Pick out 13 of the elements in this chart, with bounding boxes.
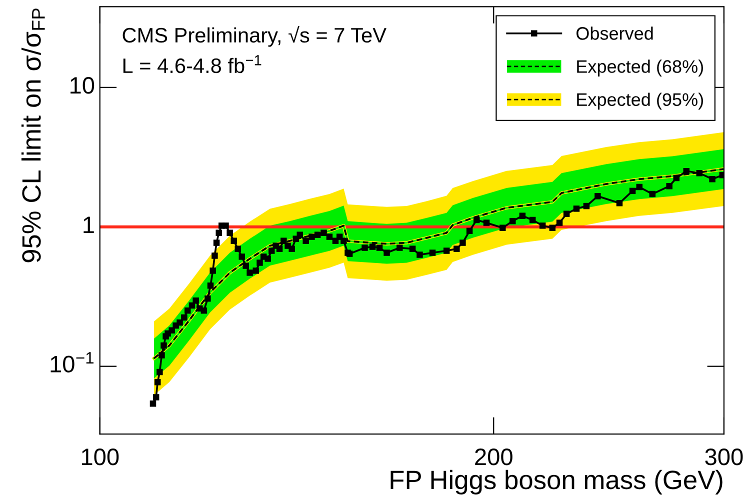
annotation: L = 4.6-4.8 fb$^{−1}$ [123,55,262,74]
legend-label: Observed [576,26,653,40]
y-axis-title: 95% CL limit on σ/σ$_{FP}$ [21,8,45,262]
x-axis-title: FP Higgs boson mass (GeV) [390,470,722,495]
annotation: CMS Preliminary, √s = 7 TeV [122,26,386,47]
y-tick-label: 10 [70,77,94,94]
legend-label: Expected (68%) [577,60,703,76]
x-tick-label: 300 [705,448,743,466]
y-tick-label: 1 [84,216,94,233]
x-tick-label: 200 [475,448,512,466]
legend-label: Expected (95%) [577,92,703,110]
y-tick-label: 10$^{−1}$ [50,352,94,372]
x-tick-label: 100 [82,448,119,466]
